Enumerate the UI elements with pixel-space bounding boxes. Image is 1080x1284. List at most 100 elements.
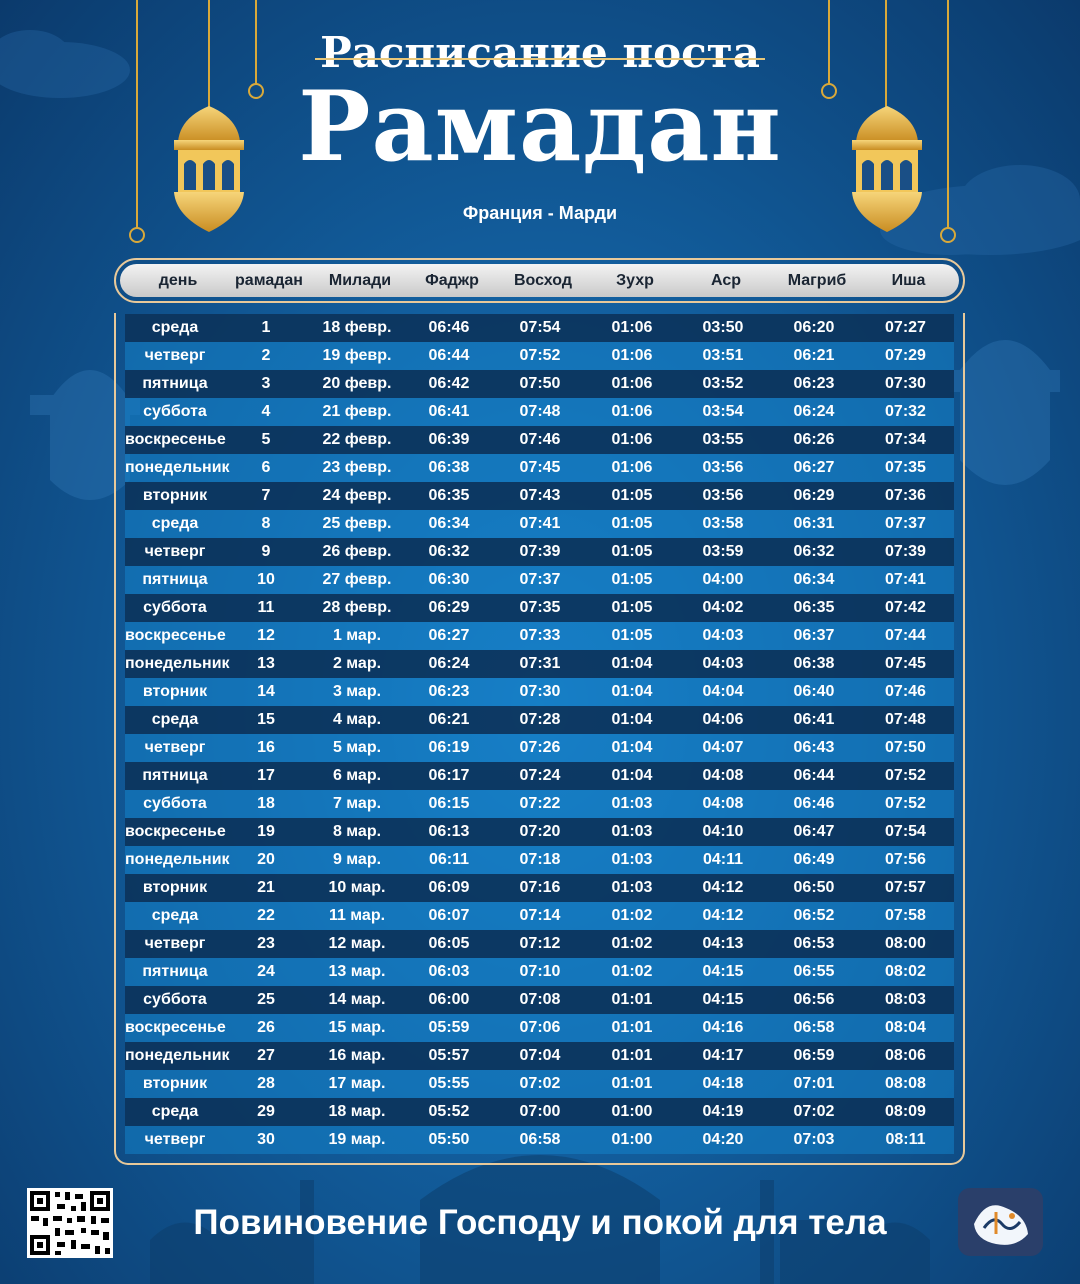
table-row: понедельник 13 2 мар. 06:24 07:31 01:04 04:03 0…: [125, 650, 954, 678]
cell-fajr: 06:05: [428, 935, 470, 952]
cell-dhuhr: 01:00: [611, 1131, 653, 1148]
cell-asr: 04:12: [702, 907, 744, 924]
cell-dhuhr: 01:01: [611, 1075, 653, 1092]
cell-sunrise: 07:26: [519, 739, 561, 756]
cell-gregorian: 14 мар.: [328, 991, 386, 1008]
column-header-sunrise: Восход: [513, 271, 573, 289]
cell-maghrib: 06:29: [793, 487, 835, 504]
cell-day: вторник: [142, 1075, 208, 1092]
cell-maghrib: 06:43: [793, 739, 835, 756]
cell-fajr: 06:13: [428, 823, 470, 840]
cell-fajr: 06:41: [428, 403, 470, 420]
cell-ramadan: 26: [257, 1019, 275, 1036]
cell-maghrib: 06:35: [793, 599, 835, 616]
cell-gregorian: 19 февр.: [322, 347, 392, 364]
cell-dhuhr: 01:05: [611, 543, 653, 560]
cell-sunrise: 07:18: [519, 851, 561, 868]
column-header-isha: Иша: [891, 271, 926, 289]
column-header-gregorian: Милади: [328, 271, 392, 289]
cell-dhuhr: 01:04: [611, 767, 653, 784]
column-header-asr: Аср: [710, 271, 741, 289]
cell-sunrise: 07:16: [519, 879, 561, 896]
table-frame: [114, 313, 965, 1165]
cell-asr: 04:17: [702, 1047, 744, 1064]
table-row: суббота 18 7 мар. 06:15 07:22 01:03 04:08 06:46…: [125, 790, 954, 818]
cell-dhuhr: 01:05: [611, 487, 653, 504]
page-subtitle: Расписание поста: [0, 28, 1080, 77]
cell-sunrise: 07:22: [519, 795, 561, 812]
cell-asr: 04:06: [702, 711, 744, 728]
cell-isha: 07:32: [885, 403, 926, 420]
cell-dhuhr: 01:05: [611, 627, 653, 644]
cell-asr: 04:12: [702, 879, 744, 896]
cell-sunrise: 07:46: [519, 431, 561, 448]
cell-fajr: 06:38: [428, 459, 470, 476]
cell-asr: 04:02: [702, 599, 744, 616]
cell-dhuhr: 01:01: [611, 991, 653, 1008]
column-header-fajr: Фаджр: [425, 271, 479, 289]
cell-sunrise: 07:00: [519, 1103, 561, 1120]
cell-day: четверг: [144, 739, 206, 756]
cell-gregorian: 9 мар.: [332, 851, 382, 868]
cell-fajr: 06:09: [428, 879, 470, 896]
cell-day: понедельник: [125, 655, 230, 672]
app-logo-icon: [958, 1188, 1043, 1256]
cell-fajr: 05:50: [428, 1131, 470, 1148]
strike-line: [315, 58, 765, 60]
cell-dhuhr: 01:06: [611, 375, 653, 392]
cell-gregorian: 24 февр.: [322, 487, 392, 504]
cell-isha: 07:44: [885, 627, 926, 644]
cell-day: вторник: [142, 487, 208, 504]
cell-gregorian: 7 мар.: [332, 795, 382, 812]
cell-maghrib: 06:26: [793, 431, 835, 448]
table-row: среда 22 11 мар. 06:07 07:14 01:02 04:12 06:52 0…: [125, 902, 954, 930]
cell-asr: 04:03: [702, 627, 744, 644]
cell-ramadan: 18: [257, 795, 275, 812]
cell-maghrib: 06:50: [793, 879, 835, 896]
cell-sunrise: 07:39: [519, 543, 561, 560]
table-row: среда 8 25 февр. 06:34 07:41 01:05 03:58 06:31 0…: [125, 510, 954, 538]
cell-isha: 07:29: [885, 347, 926, 364]
cell-day: четверг: [144, 935, 206, 952]
cell-maghrib: 06:31: [793, 515, 835, 532]
cell-dhuhr: 01:01: [611, 1019, 653, 1036]
cell-gregorian: 8 мар.: [332, 823, 382, 840]
cell-isha: 07:58: [885, 907, 926, 924]
cell-gregorian: 28 февр.: [322, 599, 392, 616]
cell-maghrib: 06:55: [793, 963, 835, 980]
cell-sunrise: 07:08: [519, 991, 561, 1008]
cell-dhuhr: 01:03: [611, 823, 653, 840]
cell-maghrib: 06:49: [793, 851, 835, 868]
cell-day: пятница: [142, 571, 208, 588]
column-header-ramadan: рамадан: [235, 271, 303, 289]
cell-ramadan: 25: [257, 991, 275, 1008]
cell-day: воскресенье: [125, 1019, 226, 1036]
table-row: четверг 16 5 мар. 06:19 07:26 01:04 04:07 06:43…: [125, 734, 954, 762]
cell-ramadan: 29: [257, 1103, 275, 1120]
cell-isha: 07:56: [885, 851, 926, 868]
cell-fajr: 05:52: [428, 1103, 470, 1120]
cell-fajr: 06:07: [428, 907, 470, 924]
cell-sunrise: 07:28: [519, 711, 561, 728]
table-row: четверг 9 26 февр. 06:32 07:39 01:05 03:59 06:3…: [125, 538, 954, 566]
cell-ramadan: 2: [261, 347, 271, 364]
cell-sunrise: 07:10: [519, 963, 561, 980]
cell-day: среда: [151, 515, 199, 532]
cell-sunrise: 07:31: [519, 655, 561, 672]
cell-ramadan: 10: [257, 571, 275, 588]
cell-ramadan: 23: [257, 935, 275, 952]
cell-ramadan: 15: [257, 711, 275, 728]
cell-sunrise: 07:37: [519, 571, 561, 588]
cell-sunrise: 06:58: [519, 1131, 561, 1148]
cell-day: суббота: [143, 403, 207, 420]
cell-asr: 03:56: [702, 487, 744, 504]
cell-isha: 08:06: [885, 1047, 926, 1064]
cell-gregorian: 4 мар.: [332, 711, 382, 728]
cell-maghrib: 06:47: [793, 823, 835, 840]
table-row: пятница 10 27 февр. 06:30 07:37 01:05 04:00 06:…: [125, 566, 954, 594]
cell-ramadan: 16: [257, 739, 275, 756]
cell-isha: 08:03: [885, 991, 926, 1008]
cell-day: среда: [151, 1103, 199, 1120]
cell-sunrise: 07:14: [519, 907, 561, 924]
cell-fajr: 06:15: [428, 795, 470, 812]
